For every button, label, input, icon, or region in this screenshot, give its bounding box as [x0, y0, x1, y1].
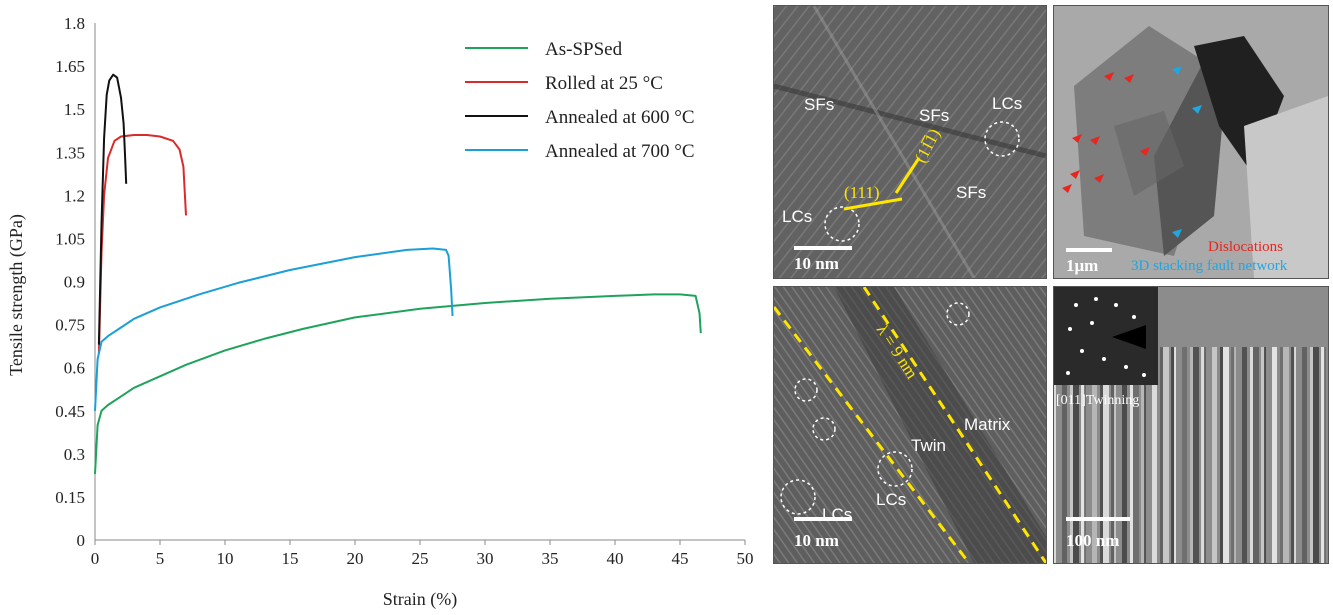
y-tick-label: 1.05	[55, 229, 85, 248]
label-lcs-4: LCs	[822, 505, 852, 524]
micrograph-bottom-left: λ = 9 nm Matrix Twin LCs LCs 10 nm	[773, 286, 1047, 564]
legend-label-2: Annealed at 600 °C	[545, 107, 695, 128]
label-twin: Twin	[911, 436, 946, 455]
scale-bar-bottom-right: 100 nm	[1066, 531, 1119, 550]
y-tick-label: 1.2	[64, 186, 85, 205]
y-tick-label: 1.65	[55, 57, 85, 76]
scale-bar-top-right: 1μm	[1066, 256, 1098, 275]
x-tick-label: 10	[217, 549, 234, 568]
inset-label: [011]Twinning	[1056, 393, 1139, 408]
y-axis-label: Tensile strength (GPa)	[6, 214, 27, 376]
y-tick-label: 1.5	[64, 100, 85, 119]
legend-sf-network: 3D stacking fault network	[1131, 258, 1288, 274]
series-line-0	[94, 293, 702, 474]
y-tick-label: 0.6	[64, 359, 85, 378]
label-sfs-1: SFs	[804, 95, 834, 114]
y-tick-label: 0.15	[55, 488, 85, 507]
x-axis-label: Strain (%)	[383, 589, 457, 610]
series-line-2	[97, 73, 128, 345]
scale-bar-top-left: 10 nm	[794, 254, 839, 273]
y-tick-label: 1.35	[55, 143, 85, 162]
legend-label-1: Rolled at 25 °C	[545, 73, 663, 94]
chart-axes	[94, 23, 745, 541]
chart-ticks: 0 0.15 0.3 0.45 0.6 0.75 0.9 1.05 1.2 1.35 1.5 1.65…	[55, 14, 753, 568]
diffraction-spots	[1066, 297, 1146, 377]
label-matrix: Matrix	[964, 415, 1011, 434]
series-line-3	[94, 247, 454, 411]
x-tick-label: 25	[412, 549, 429, 568]
micrograph-top-left: SFs SFs LCs LCs SFs (111) (11̅̅1) 10 nm	[773, 5, 1047, 279]
y-tick-label: 0.9	[64, 273, 85, 292]
x-tick-label: 30	[477, 549, 494, 568]
x-tick-label: 40	[607, 549, 624, 568]
label-plane-111: (111)	[844, 183, 880, 202]
micrograph-top-right: 1μm Dislocations 3D stacking fault netwo…	[1053, 5, 1329, 279]
chart-legend: As-SPSed Rolled at 25 °C Annealed at 600 °…	[465, 39, 695, 162]
legend-label-0: As-SPSed	[545, 39, 623, 60]
legend-dislocations: Dislocations	[1208, 239, 1283, 255]
legend-label-3: Annealed at 700 °C	[545, 141, 695, 162]
tensile-chart: 0 0.15 0.3 0.45 0.6 0.75 0.9 1.05 1.2 1.35 1.5 1.65…	[6, 14, 754, 610]
sf-network-markers	[1172, 66, 1202, 238]
label-sfs-2: SFs	[919, 106, 949, 125]
micrograph-bottom-right: [011]Twinning 100 nm	[1053, 286, 1329, 564]
x-tick-label: 45	[672, 549, 689, 568]
label-lcs-1: LCs	[992, 94, 1022, 113]
dislocation-markers	[1062, 72, 1150, 193]
y-tick-label: 0.45	[55, 402, 85, 421]
series-line-1	[97, 134, 187, 354]
label-lcs-3: LCs	[876, 490, 906, 509]
y-tick-label: 0.75	[55, 316, 85, 335]
scale-bar-bottom-left: 10 nm	[794, 531, 839, 550]
label-sfs-3: SFs	[956, 183, 986, 202]
y-tick-label: 1.8	[64, 14, 85, 33]
x-tick-label: 0	[91, 549, 100, 568]
x-tick-label: 35	[542, 549, 559, 568]
y-tick-label: 0	[77, 531, 86, 550]
x-tick-label: 50	[737, 549, 754, 568]
x-tick-label: 20	[347, 549, 364, 568]
y-tick-label: 0.3	[64, 445, 85, 464]
label-lcs-2: LCs	[782, 207, 812, 226]
twin-stripes	[1054, 347, 1326, 563]
chart-series-lines	[94, 73, 702, 474]
x-tick-label: 5	[156, 549, 165, 568]
x-tick-label: 15	[282, 549, 299, 568]
